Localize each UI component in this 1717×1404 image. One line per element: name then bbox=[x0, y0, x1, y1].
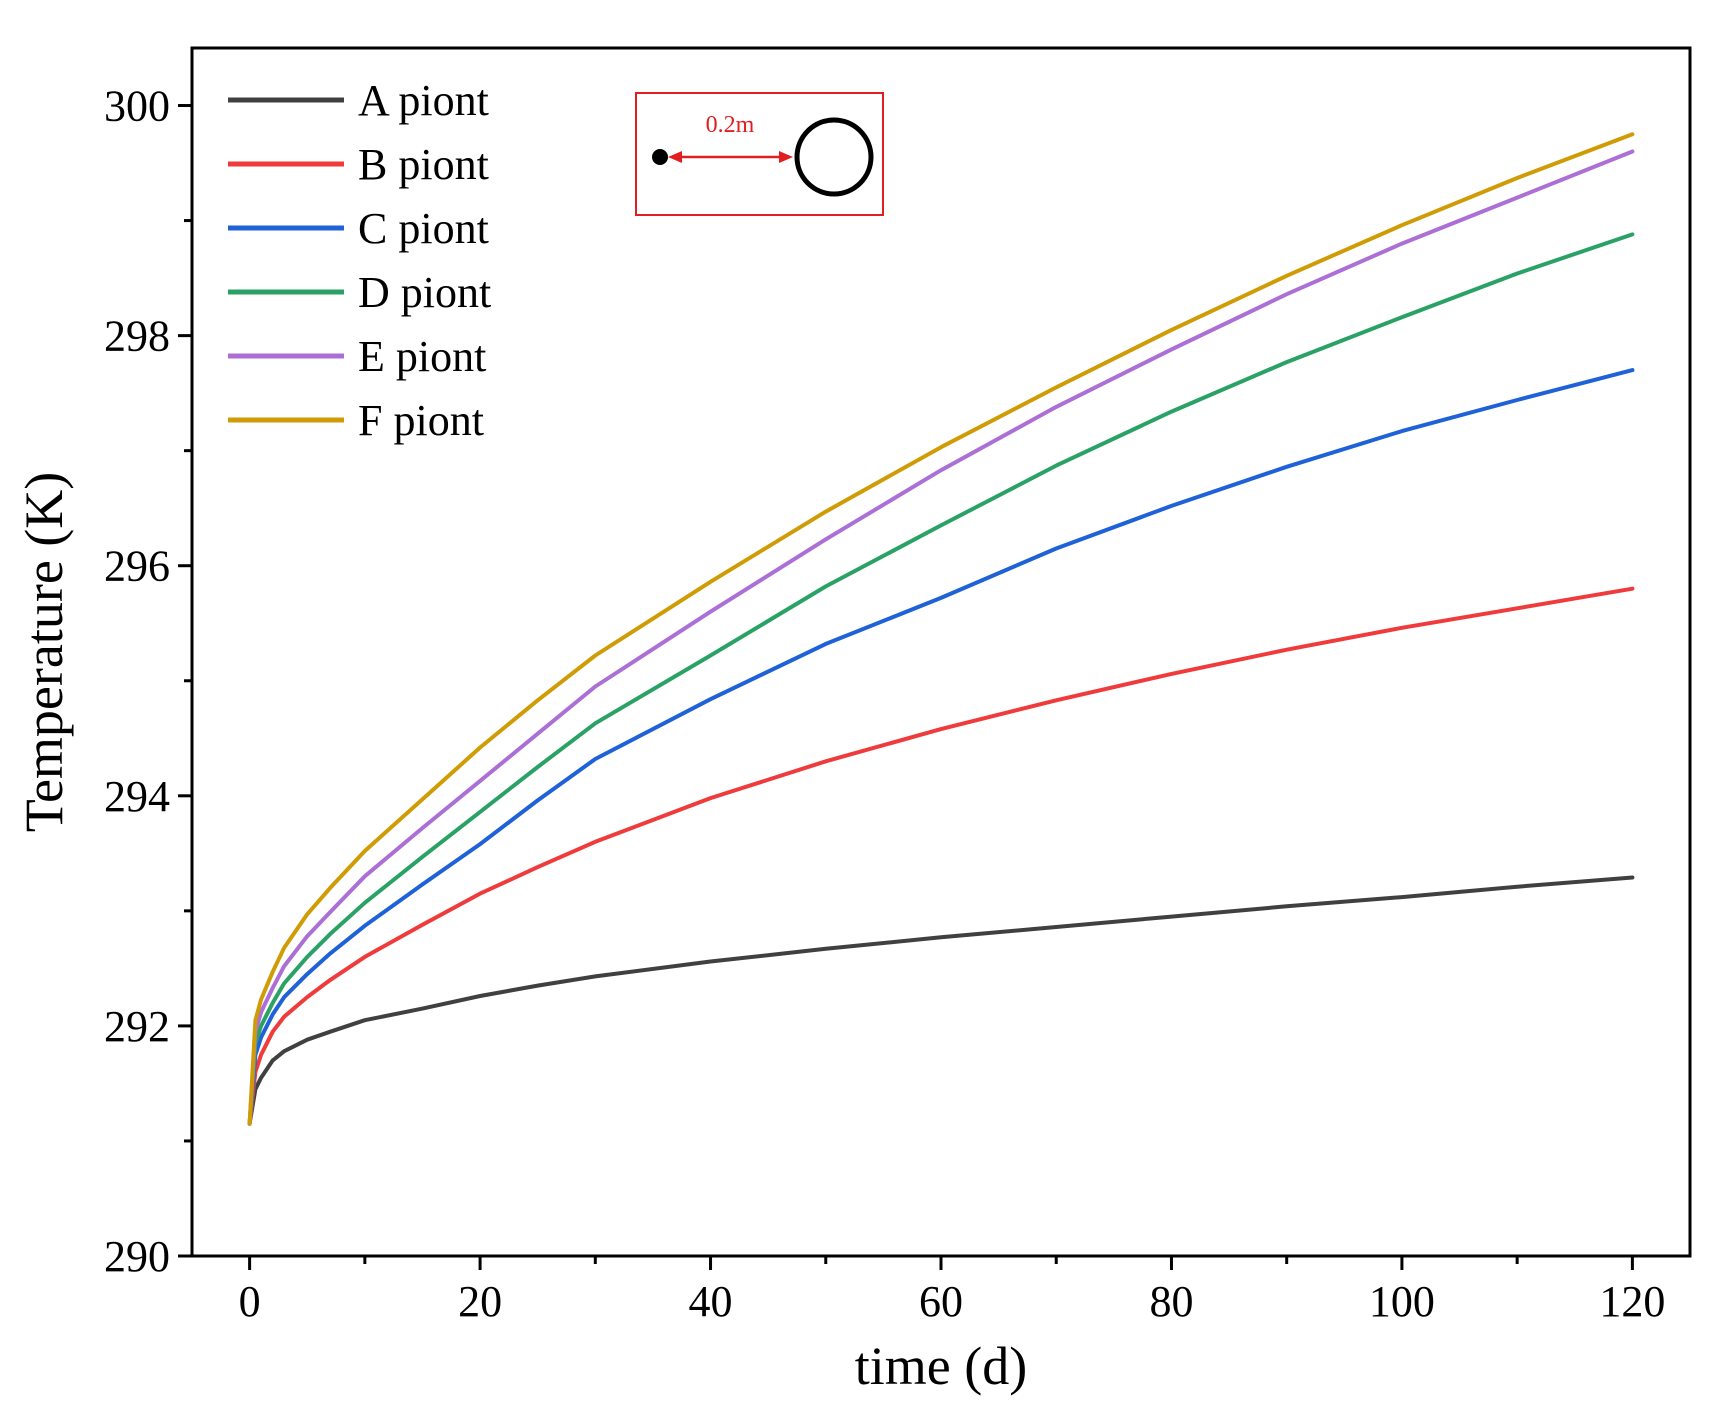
distance-arrow-left-head bbox=[668, 151, 682, 163]
measurement-point-marker bbox=[652, 149, 668, 165]
series-line-c bbox=[247, 368, 1635, 1126]
series-line-b bbox=[247, 586, 1635, 1126]
inset-frame bbox=[635, 92, 884, 216]
x-tick-label: 40 bbox=[689, 1277, 733, 1326]
legend-label-e: E piont bbox=[358, 332, 486, 381]
series-line-d bbox=[247, 232, 1635, 1126]
y-tick-label: 294 bbox=[104, 772, 170, 821]
x-tick-label: 120 bbox=[1599, 1277, 1665, 1326]
x-tick-label: 60 bbox=[919, 1277, 963, 1326]
legend-label-b: B piont bbox=[358, 140, 489, 189]
axis-ticks bbox=[178, 104, 1634, 1270]
legend: A piont B piont C piont D piont E piont F pio… bbox=[228, 76, 491, 445]
y-tick-label: 290 bbox=[104, 1232, 170, 1281]
y-axis-title: Temperature (K) bbox=[14, 472, 74, 833]
distance-label: 0.2m bbox=[706, 112, 755, 138]
series-line-a bbox=[247, 875, 1635, 1126]
inset-diagram: 0.2m bbox=[635, 92, 884, 216]
distance-arrow-right-head bbox=[779, 151, 793, 163]
x-tick-label: 0 bbox=[239, 1277, 261, 1326]
series-line-e bbox=[247, 149, 1635, 1126]
y-tick-label: 300 bbox=[104, 82, 170, 131]
series-lines bbox=[247, 132, 1635, 1126]
y-tick-label: 292 bbox=[104, 1002, 170, 1051]
series-line-f bbox=[247, 132, 1635, 1126]
x-axis-title: time (d) bbox=[855, 1336, 1027, 1396]
y-tick-label: 298 bbox=[104, 312, 170, 361]
y-tick-label: 296 bbox=[104, 542, 170, 591]
legend-label-c: C piont bbox=[358, 204, 489, 253]
x-tick-label: 20 bbox=[458, 1277, 502, 1326]
pipe-circle bbox=[794, 117, 874, 197]
legend-label-d: D piont bbox=[358, 268, 491, 317]
axis-tick-labels: 0 20 40 60 80 100 120 290 292 294 296 298 300 bbox=[104, 82, 1665, 1326]
legend-label-f: F piont bbox=[358, 396, 484, 445]
legend-label-a: A piont bbox=[358, 76, 489, 125]
x-tick-label: 100 bbox=[1369, 1277, 1435, 1326]
x-tick-label: 80 bbox=[1149, 1277, 1193, 1326]
